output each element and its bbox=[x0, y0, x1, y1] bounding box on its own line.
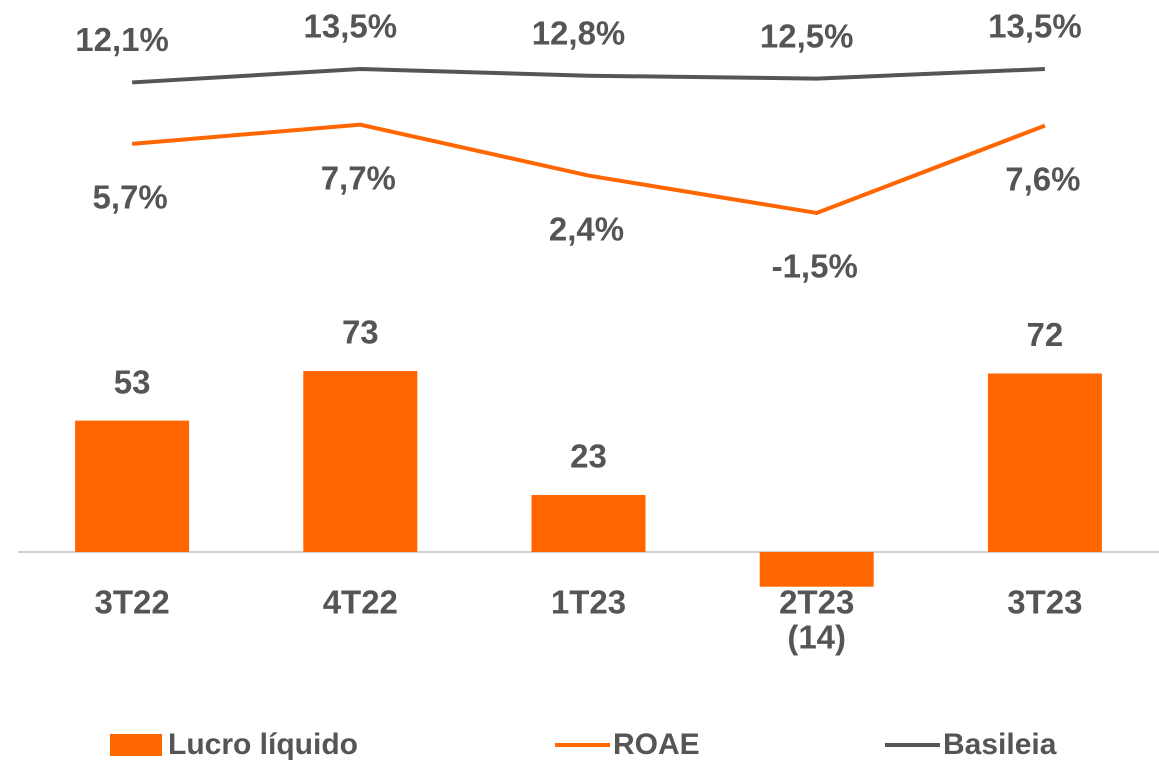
line-value-label: 12,1% bbox=[75, 21, 169, 58]
legend-label: ROAE bbox=[613, 728, 700, 761]
line-value-label: 12,8% bbox=[532, 14, 626, 51]
x-tick-label: 2T23 bbox=[779, 584, 854, 621]
line-value-label: -1,5% bbox=[772, 248, 858, 285]
bar bbox=[531, 494, 646, 552]
line bbox=[131, 122, 1046, 216]
bar-value-label: 73 bbox=[342, 314, 379, 351]
bar bbox=[987, 373, 1102, 552]
bar bbox=[303, 371, 418, 552]
legend-swatch bbox=[110, 734, 162, 756]
line-value-label: 5,7% bbox=[92, 179, 167, 216]
x-tick-label: 1T23 bbox=[551, 584, 626, 621]
x-tick-label: 3T22 bbox=[94, 584, 169, 621]
bar-value-label: 53 bbox=[114, 363, 151, 400]
x-tick-label: 3T23 bbox=[1007, 584, 1082, 621]
legend-label: Basileia bbox=[943, 728, 1057, 761]
bar-value-label: 23 bbox=[570, 438, 607, 475]
x-tick-label: 4T22 bbox=[323, 584, 398, 621]
legend-label: Lucro líquido bbox=[168, 728, 358, 761]
bar bbox=[75, 420, 190, 552]
line-value-label: 12,5% bbox=[760, 17, 854, 54]
line-value-label: 7,6% bbox=[1005, 160, 1080, 197]
bar-value-label: 72 bbox=[1027, 316, 1064, 353]
line-value-label: 13,5% bbox=[304, 8, 398, 45]
bar bbox=[759, 552, 874, 587]
line-value-label: 2,4% bbox=[549, 210, 624, 247]
bar-value-label: (14) bbox=[787, 618, 846, 655]
line bbox=[131, 66, 1045, 85]
line-value-label: 7,7% bbox=[321, 159, 396, 196]
line-value-label: 13,5% bbox=[988, 8, 1082, 45]
